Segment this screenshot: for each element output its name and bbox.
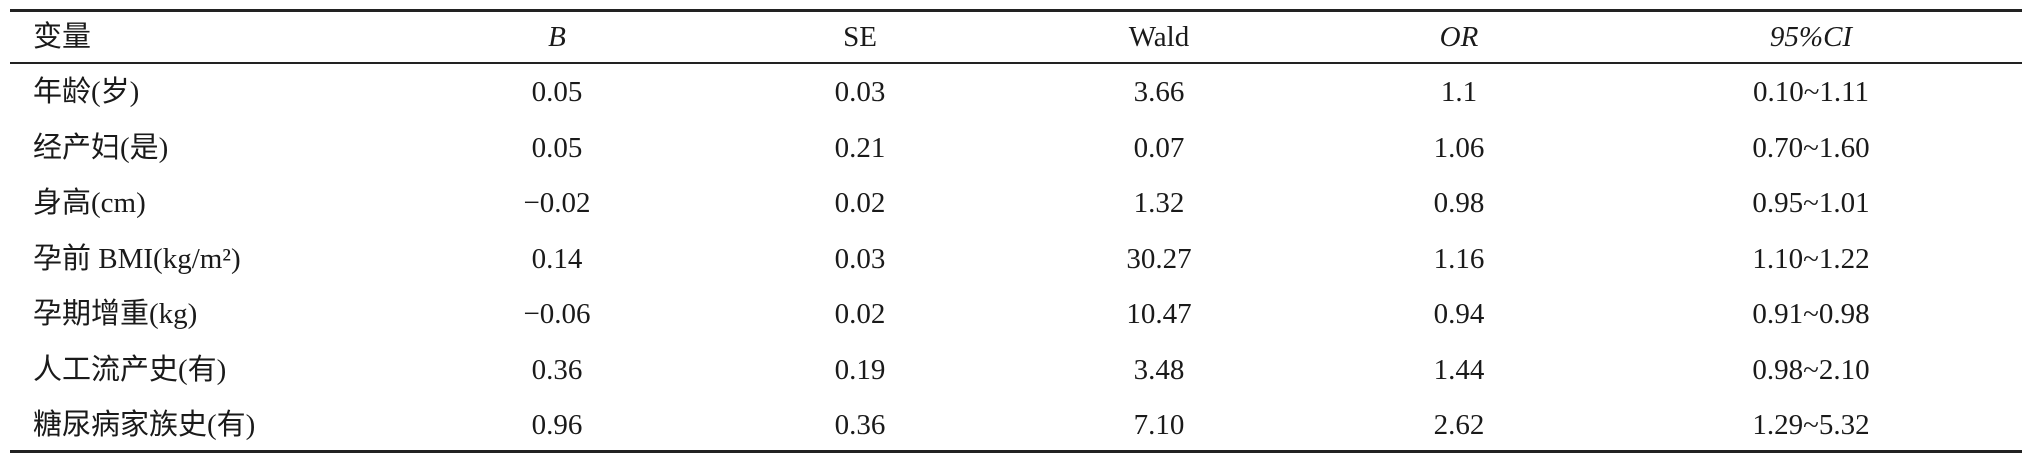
header-cell: Wald <box>1128 21 1190 53</box>
cell-value: 0.95~1.01 <box>1752 187 1870 219</box>
cell-value: 0.05 <box>531 76 583 108</box>
cell-value: 0.96 <box>531 409 583 441</box>
cell-value: 0.70~1.60 <box>1752 131 1870 164</box>
header-cell: B <box>548 21 566 53</box>
header-cell: OR <box>1439 21 1479 53</box>
cell-value: 1.44 <box>1433 353 1485 386</box>
cell-value: 0.19 <box>834 353 886 386</box>
cell-value: 0.98 <box>1433 187 1485 219</box>
cell-value: 1.1 <box>1440 76 1478 108</box>
header-cell: 95%CI <box>1769 21 1853 53</box>
cell-value: 7.10 <box>1133 409 1185 441</box>
cell-value: 1.29~5.32 <box>1752 409 1870 441</box>
cell-value: 3.48 <box>1133 353 1185 386</box>
cell-value: 0.02 <box>834 298 886 330</box>
cell-value: −0.06 <box>523 298 591 330</box>
row-label: 人工流产史(有) <box>33 353 227 386</box>
cell-value: 1.32 <box>1133 187 1185 219</box>
header-rule <box>10 62 2022 64</box>
cell-value: 0.14 <box>531 242 583 275</box>
row-label: 孕期增重(kg) <box>33 298 198 330</box>
row-label: 身高(cm) <box>33 187 146 219</box>
cell-value: 1.06 <box>1433 131 1485 164</box>
cell-value: 0.94 <box>1433 298 1485 330</box>
cell-value: 0.10~1.11 <box>1752 76 1870 108</box>
cell-value: 2.62 <box>1433 409 1485 441</box>
header-cell: 变量 <box>33 21 92 53</box>
header-cell: SE <box>843 21 877 53</box>
cell-value: 30.27 <box>1126 242 1192 275</box>
cell-value: 0.91~0.98 <box>1752 298 1870 330</box>
cell-value: 3.66 <box>1133 76 1185 108</box>
bottom-rule <box>10 450 2022 453</box>
cell-value: 0.36 <box>834 409 886 441</box>
top-rule <box>10 9 2022 12</box>
cell-value: 10.47 <box>1126 298 1192 330</box>
row-label: 经产妇(是) <box>33 131 169 164</box>
row-label: 孕前 BMI(kg/m²) <box>33 242 241 275</box>
cell-value: 0.21 <box>834 131 886 164</box>
cell-value: 0.03 <box>834 242 886 275</box>
cell-value: 0.03 <box>834 76 886 108</box>
cell-value: 0.07 <box>1133 131 1185 164</box>
cell-value: 0.36 <box>531 353 583 386</box>
row-label: 糖尿病家族史(有) <box>33 409 256 441</box>
cell-value: 0.02 <box>834 187 886 219</box>
cell-value: 1.16 <box>1433 242 1485 275</box>
cell-value: 0.05 <box>531 131 583 164</box>
row-label: 年龄(岁) <box>33 76 140 108</box>
cell-value: −0.02 <box>523 187 591 219</box>
cell-value: 0.98~2.10 <box>1752 353 1870 386</box>
cell-value: 1.10~1.22 <box>1752 242 1870 275</box>
